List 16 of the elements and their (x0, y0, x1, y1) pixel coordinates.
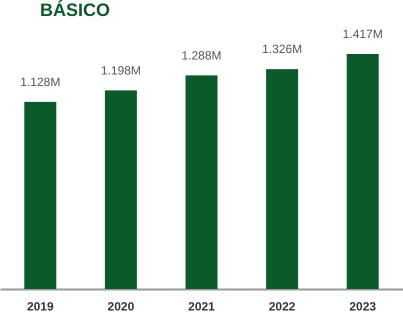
x-tick-label: 2019 (26, 300, 54, 314)
data-label: 1.198M (100, 63, 141, 78)
x-tick-label: 2020 (108, 300, 135, 314)
data-label: 1.326M (262, 42, 302, 56)
chart-title: BÁSICO (40, 0, 110, 20)
bar (266, 69, 298, 289)
bar (104, 90, 137, 289)
bar (24, 102, 56, 289)
x-tick-label: 2023 (349, 300, 376, 314)
bar (186, 75, 218, 289)
bar (346, 54, 379, 289)
data-label: 1.417M (342, 27, 383, 41)
x-tick-label: 2022 (268, 300, 296, 314)
x-tick-label: 2021 (188, 300, 216, 314)
data-label: 1.288M (181, 48, 222, 62)
data-label: 1.128M (20, 74, 60, 89)
